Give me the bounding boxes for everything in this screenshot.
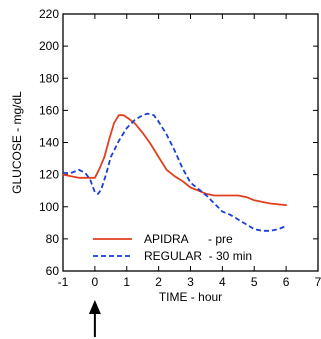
annotation-layer <box>88 300 101 337</box>
x-tick-label: 7 <box>315 275 321 289</box>
y-tick-label: 80 <box>46 232 60 246</box>
y-tick-label: 100 <box>39 200 59 214</box>
y-tick-label: 120 <box>39 168 59 182</box>
x-tick-label: 3 <box>187 275 194 289</box>
legend: APIDRA - pre REGULAR - 30 min <box>93 232 252 263</box>
x-tick-label: 2 <box>155 275 162 289</box>
x-tick-label: 4 <box>219 275 226 289</box>
x-axis-label: TIME - hour <box>159 290 222 304</box>
y-tick-label: 160 <box>39 103 59 117</box>
arrow-up-icon <box>88 300 101 314</box>
series-layer <box>62 112 287 232</box>
legend-label: REGULAR - 30 min <box>144 249 252 263</box>
y-tick-label: 180 <box>39 71 59 85</box>
x-tick-label: -1 <box>58 275 69 289</box>
series-line-regular <box>63 112 287 232</box>
axes: -1 0 1 2 3 4 5 6 7 60 80 100 120 140 160 180 200 220 TIME … <box>10 7 321 304</box>
y-tick-label: 60 <box>46 264 60 278</box>
legend-label: APIDRA - pre <box>144 232 233 246</box>
y-tick-label: 200 <box>39 39 59 53</box>
y-tick-label: 220 <box>39 7 59 21</box>
x-tick-label: 6 <box>283 275 290 289</box>
x-tick-label: 1 <box>123 275 130 289</box>
x-tick-label: 5 <box>251 275 258 289</box>
y-axis-label: GLUCOSE - mg/dL <box>10 91 24 194</box>
y-tick-label: 140 <box>39 136 59 150</box>
x-tick-label: 0 <box>92 275 99 289</box>
series-line-apidra <box>62 114 287 206</box>
